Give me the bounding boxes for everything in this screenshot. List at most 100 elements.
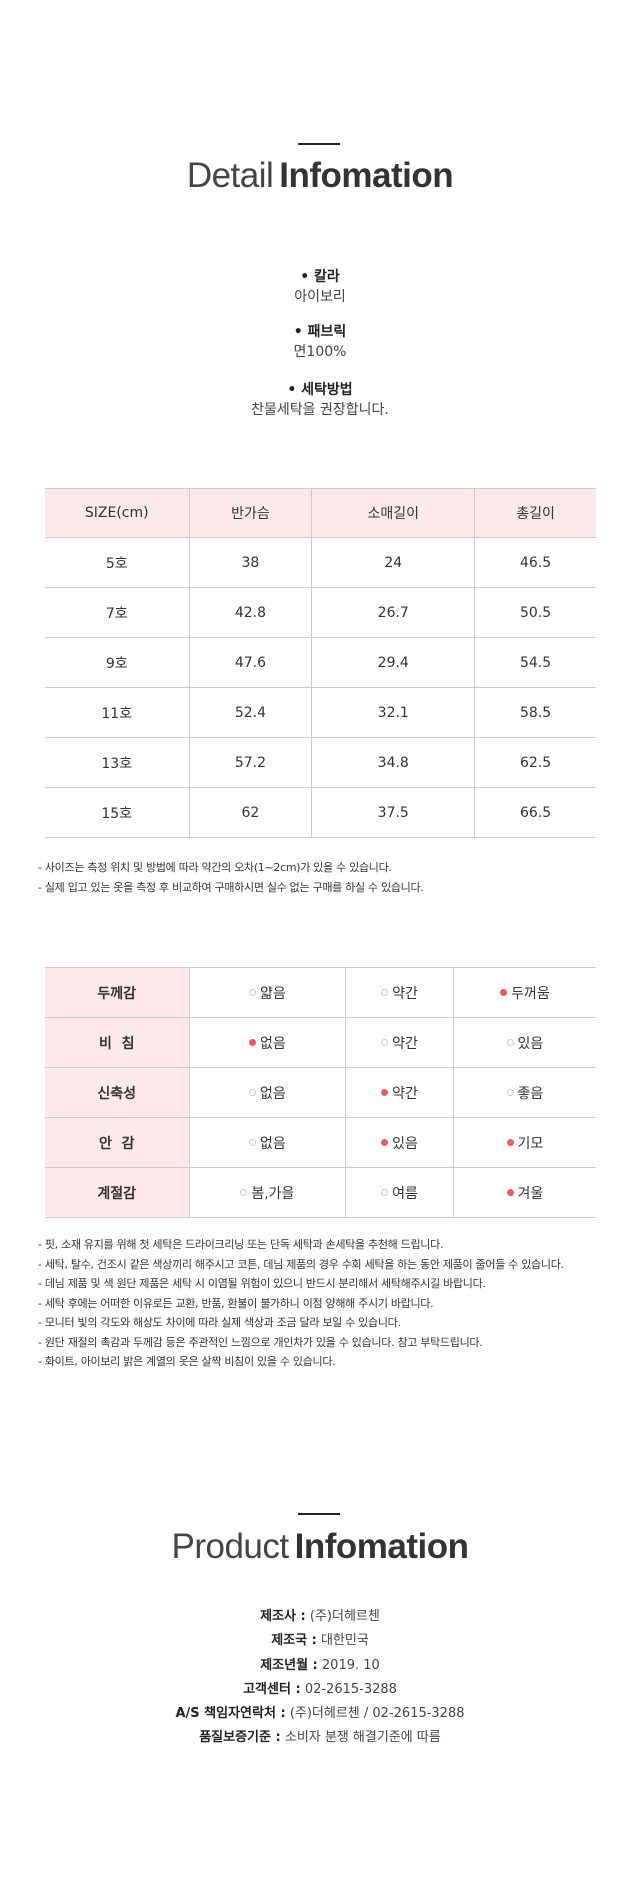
fabric-row: 비 침 없음 약간 있음 [45,1017,596,1068]
bullet-icon: • [287,382,302,398]
option-label: 얇음 [260,985,286,1002]
fabric-option: 여름 [345,1167,454,1218]
fabric-option: 약간 [345,1017,454,1068]
table-header-row: SIZE(cm) 반가슴 소매길이 총길이 [45,488,596,538]
info-value: (주)더헤르첸 / 02-2615-3288 [289,1706,465,1722]
fabric-option: 봄,가을 [188,1167,346,1218]
selected-dot-icon [506,1189,514,1196]
table-cell: 13호 [45,737,189,788]
option-label: 봄,가을 [251,1185,295,1202]
option-label: 두꺼움 [511,985,550,1002]
info-value: 소비자 분쟁 해결기준에 따름 [284,1730,441,1746]
note-line: - 핏, 소재 유지를 위해 첫 세탁은 드라이크리닝 또는 단독 세탁과 손세… [38,1238,444,1251]
table-cell: 54.5 [474,637,596,688]
table-cell: 37.5 [311,787,475,838]
spec-label-text: 패브릭 [307,324,347,340]
table-row: 5호 38 24 46.5 [45,537,596,588]
note-line: - 세탁, 탈수, 건조시 같은 색상끼리 해주시고 코튼, 데님 제품의 경우… [38,1257,564,1271]
fabric-option: 없음 [188,1017,346,1068]
fabric-attribute-label: 비 침 [45,1017,189,1068]
spec-label-text: 칼라 [314,269,340,285]
spec-label: • 칼라 [0,267,640,287]
option-label: 없음 [260,1035,286,1052]
table-cell: 26.7 [311,587,475,638]
spec-label: • 패브릭 [0,322,640,342]
table-cell: 38 [188,537,312,588]
info-label: 제조국 : [271,1633,317,1649]
note-line: - 세탁 후에는 어떠한 이유로든 교환, 반품, 환불이 불가하니 이점 양해… [38,1296,434,1310]
option-label: 겨울 [517,1185,544,1202]
table-cell: 66.5 [474,787,596,838]
product-title: Product Infomation [0,1527,640,1567]
unselected-circle-icon [381,1039,389,1046]
size-table: SIZE(cm) 반가슴 소매길이 총길이 5호 38 24 46.5 7호 42.8 26.7 50… [45,488,596,838]
fabric-attribute-label: 신축성 [45,1067,189,1118]
column-header: 반가슴 [188,488,312,538]
unselected-circle-icon [506,1039,514,1046]
option-label: 없음 [260,1085,286,1102]
note-line: - 실제 입고 있는 옷을 측정 후 비교하여 구매하시면 실수 없는 구매를 … [38,880,424,894]
fabric-row: 신축성 없음 약간 좋음 [45,1067,596,1118]
info-line: 품질보증기준 : 소비자 분쟁 해결기준에 따름 [0,1726,640,1750]
option-label: 좋음 [517,1085,544,1102]
fabric-option: 없음 [188,1067,346,1118]
spec-value: 찬물세탁을 권장합니다. [251,402,389,418]
fabric-row: 계절감 봄,가을 여름 겨울 [45,1167,596,1218]
unselected-circle-icon [381,1189,389,1196]
bullet-icon: • [300,269,315,285]
info-value: 02-2615-3288 [304,1681,397,1697]
note-line: - 데님 제품 및 색 원단 제품은 세탁 시 이염될 위험이 있으니 반드시 … [38,1277,486,1290]
option-label: 있음 [517,1035,544,1052]
fabric-attribute-label: 안 감 [45,1117,189,1168]
fabric-row: 안 감 없음 있음 기모 [45,1117,596,1168]
table-cell: 47.6 [188,637,312,688]
option-label: 있음 [392,1135,418,1152]
column-header: 소매길이 [311,488,475,538]
fabric-option: 좋음 [452,1067,596,1118]
selected-dot-icon [506,1139,514,1146]
fabric-row: 두께감 얇음 약간 두꺼움 [45,967,596,1018]
option-label: 없음 [260,1135,286,1152]
table-cell: 32.1 [311,687,475,738]
table-cell: 34.8 [311,737,475,788]
table-cell: 58.5 [474,687,596,738]
option-label: 약간 [392,1085,418,1102]
info-line: 제조사 : (주)더헤르첸 [0,1605,640,1629]
spec-value: 아이보리 [294,289,346,305]
table-row: 7호 42.8 26.7 50.5 [45,587,596,638]
info-value: 대한민국 [320,1633,369,1649]
option-label: 약간 [392,985,418,1002]
info-label: 고객센터 : [243,1681,301,1697]
column-header: SIZE(cm) [45,488,189,538]
table-cell: 11호 [45,687,189,738]
fabric-attribute-label: 계절감 [45,1167,189,1218]
table-cell: 42.8 [188,587,312,638]
table-row: 15호 62 37.5 66.5 [45,787,596,838]
table-cell: 57.2 [188,737,312,788]
title-divider [298,1513,340,1515]
detail-title: Detail Infomation [0,156,640,196]
spec-label: • 세탁방법 [0,380,640,400]
info-value: (주)더헤르첸 [309,1609,380,1624]
unselected-circle-icon [249,989,257,996]
selected-dot-icon [249,1039,257,1046]
info-line: A/S 책임자연락처 : (주)더헤르첸 / 02-2615-3288 [0,1702,640,1726]
unselected-circle-icon [240,1189,248,1196]
table-cell: 24 [311,537,475,588]
unselected-circle-icon [381,989,389,996]
fabric-option: 있음 [452,1017,596,1068]
table-cell: 52.4 [188,687,312,738]
unselected-circle-icon [249,1139,257,1146]
table-cell: 50.5 [474,587,596,638]
selected-dot-icon [500,989,508,996]
fabric-option: 얇음 [188,967,346,1018]
note-line: - 사이즈는 측정 위치 및 방법에 따라 약간의 오차(1~2cm)가 있을 … [38,861,392,874]
fabric-attribute-label: 두께감 [45,967,189,1018]
selected-dot-icon [381,1089,389,1096]
fabric-option: 약간 [345,967,454,1018]
title-divider [298,143,340,145]
care-notes: - 핏, 소재 유지를 위해 첫 세탁은 드라이크리닝 또는 단독 세탁과 손세… [38,1235,564,1372]
title-bold: Infomation [294,1527,469,1566]
info-line: 제조국 : 대한민국 [0,1629,640,1653]
